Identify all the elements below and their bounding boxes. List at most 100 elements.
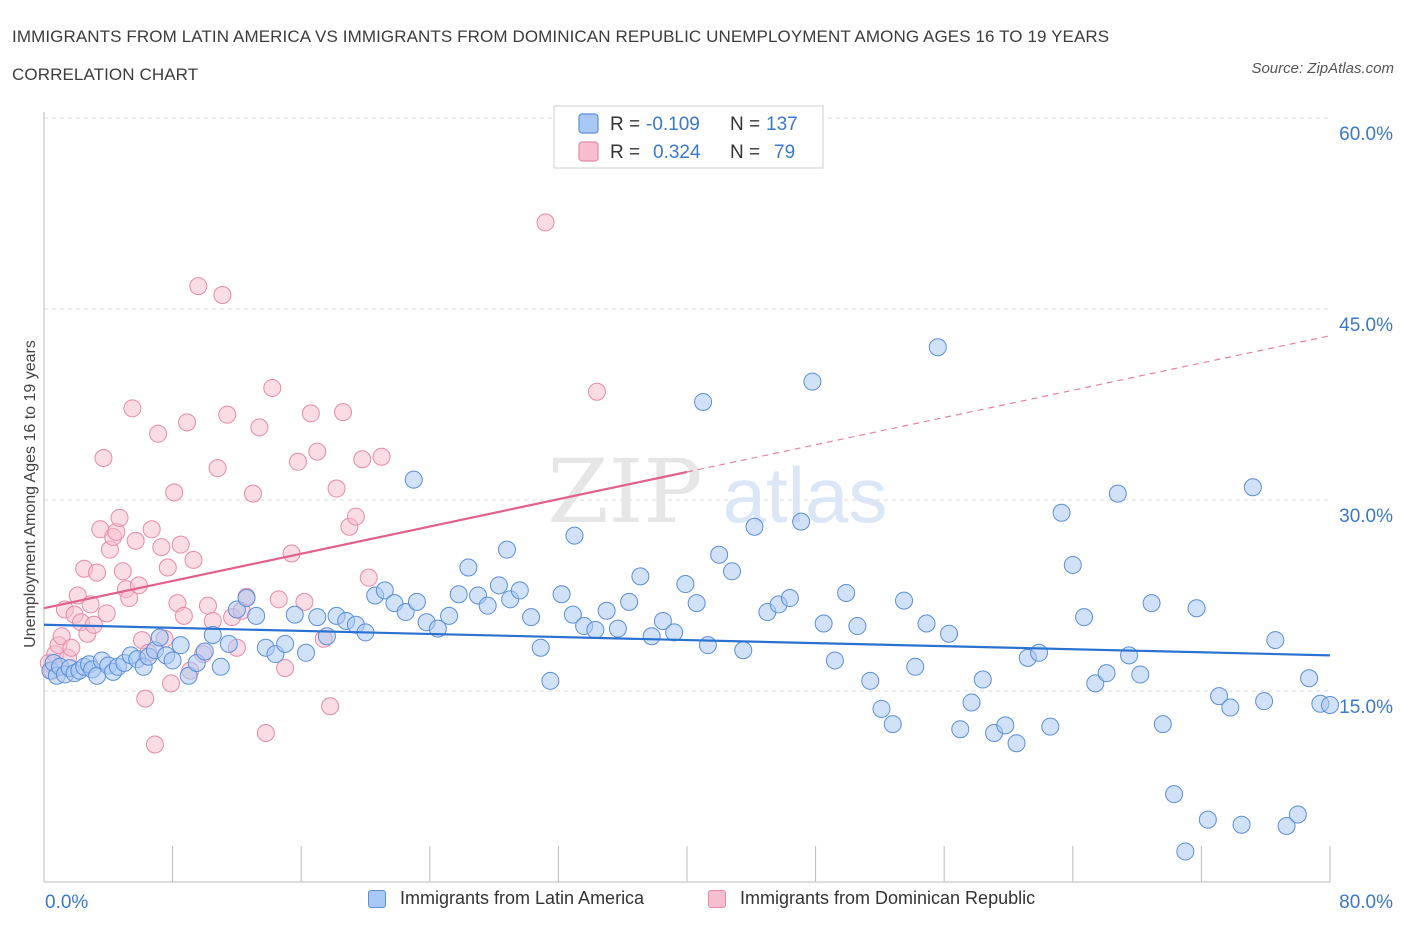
latin-america-point-90 [848,617,867,636]
dominican-point-38 [161,674,180,693]
latin-america-point-54 [449,585,468,604]
latin-america-point-72 [642,627,661,646]
dominican-point-33 [145,735,164,754]
latin-america-point-25 [171,636,190,655]
latin-america-point-98 [940,624,959,643]
chart-title: IMMIGRANTS FROM LATIN AMERICA VS IMMIGRA… [12,27,1110,84]
latin-america-point-92 [872,699,891,718]
dominican-point-23 [113,562,132,581]
legend-n-value-2: 79 [774,142,795,163]
legend-label-dominican: Immigrants from Dominican Republic [740,888,1036,908]
dominican-point-37 [158,558,177,577]
dominican-point-67 [308,442,327,461]
dominican-point-28 [129,576,148,595]
latin-america-point-106 [1030,643,1049,662]
legend-n-value-1: 137 [766,114,798,135]
latin-america-point-67 [586,620,605,639]
latin-america-point-132 [1321,696,1339,715]
dominican-point-30 [136,689,155,708]
dominican-point-76 [372,447,391,466]
dominican-point-69 [321,697,340,716]
latin-america-point-130 [1300,669,1319,688]
trend-line-latin-america [43,623,1331,657]
legend-top: R = -0.109 N = 137 R = 0.324 N = 79 [553,105,824,169]
dominican-point-22 [110,508,129,527]
x-tick-label-0: 0.0% [45,892,88,913]
legend-r-label-2: R = [610,142,640,163]
latin-america-point-104 [1007,734,1026,753]
latin-america-point-119 [1176,842,1195,861]
latin-america-point-37 [276,634,295,653]
latin-america-point-53 [440,606,459,625]
dominican-point-64 [288,452,307,471]
latin-america-point-125 [1243,478,1262,497]
dominican-point-7 [62,638,81,657]
latin-america-point-31 [219,634,238,653]
latin-america-point-88 [825,651,844,670]
latin-america-point-91 [861,671,880,690]
latin-america-point-61 [522,608,541,627]
dominican-point-73 [346,507,365,526]
dominican-point-74 [353,450,372,469]
dominican-point-45 [184,550,203,569]
latin-america-point-40 [308,608,327,627]
dominican-point-43 [178,413,197,432]
latin-america-point-94 [895,591,914,610]
dominican-point-52 [218,405,237,424]
dominican-point-26 [123,399,142,418]
latin-america-point-97 [928,338,947,357]
latin-america-point-93 [883,715,902,734]
latin-america-point-99 [951,720,970,739]
latin-america-point-84 [780,589,799,608]
legend-swatch-latin-america [368,889,386,908]
latin-america-point-70 [620,592,639,611]
dominican-point-18 [97,604,116,623]
latin-america-point-64 [552,585,571,604]
latin-america-point-110 [1075,608,1094,627]
axes [43,112,1331,883]
latin-america-point-89 [837,583,856,602]
latin-america-point-109 [1063,555,1082,574]
latin-america-point-107 [1041,717,1060,736]
latin-america-point-123 [1221,698,1240,717]
series-latin-america-points [41,338,1339,861]
tick-labels: 15.0% 30.0% 45.0% 60.0% 0.0% 80.0% [45,124,1393,913]
latin-america-point-60 [510,581,529,600]
y-tick-label-2: 45.0% [1339,315,1393,336]
legend-r-value-2: 0.324 [653,142,701,163]
latin-america-point-108 [1052,503,1071,522]
legend-blue-swatch [578,113,599,134]
dominican-point-39 [165,483,184,502]
legend-n-label-1: N = [730,114,760,135]
latin-america-point-58 [489,576,508,595]
latin-america-point-85 [792,512,811,531]
dominican-point-4 [52,627,71,646]
latin-america-point-73 [653,611,672,630]
latin-america-point-122 [1210,687,1229,706]
latin-america-point-81 [745,517,764,536]
dominican-point-66 [301,404,320,423]
dominican-point-71 [333,403,352,422]
latin-america-point-22 [150,628,169,647]
legend-r-value-1: -0.109 [646,114,700,135]
dominican-point-70 [327,479,346,498]
legend-r-label-1: R = [610,114,640,135]
latin-america-point-115 [1131,665,1150,684]
latin-america-point-112 [1097,664,1116,683]
dominican-point-27 [126,531,145,550]
dominican-point-17 [94,448,113,467]
latin-america-point-134 [565,526,584,545]
dominican-point-34 [149,424,168,443]
dominican-point-58 [250,418,269,437]
latin-america-point-69 [608,619,627,638]
dominican-point-62 [276,659,295,678]
legend-item-latin-america: Immigrants from Latin America [368,888,644,909]
legend-n-label-2: N = [730,142,760,163]
latin-america-point-96 [917,614,936,633]
latin-america-point-87 [814,614,833,633]
latin-america-point-127 [1266,631,1285,650]
x-tick-label-1: 80.0% [1339,892,1393,913]
latin-america-point-29 [203,625,222,644]
latin-america-point-86 [803,372,822,391]
latin-america-point-113 [1108,484,1127,503]
